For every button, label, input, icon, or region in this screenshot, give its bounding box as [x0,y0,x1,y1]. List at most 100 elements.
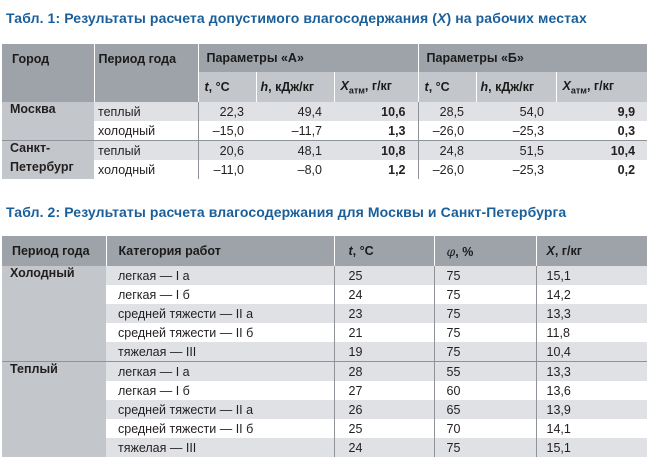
table-row: Петербург холодный –11,0 –8,0 1,2 –26,0 … [2,160,648,179]
t2-x: 15,1 [536,266,647,285]
t1-header-a-h: h, кДж/кг [256,72,335,102]
t2-x: 14,1 [536,419,647,438]
t2-category: тяжелая — III [106,342,335,362]
t2-header-phi: φ, % [434,236,537,266]
t1-a-h: 48,1 [256,140,334,160]
table-row: тяжелая — III 19 75 10,4 [2,342,647,362]
t2-header-period: Период года [2,236,107,266]
t-unit: , °С [208,80,230,94]
x-subscript: атм [570,85,587,96]
t1-b-x: 10,4 [556,140,648,160]
t1-b-h: –25,3 [476,121,557,141]
t1-header-b-t: t, °С [418,72,477,102]
t1-a-x: 1,3 [334,121,419,141]
table2: Период года Категория работ t, °С φ, % X… [2,236,647,457]
t2-header-t: t, °С [334,236,435,266]
t2-x: 11,8 [536,323,647,342]
t1-b-t: 28,5 [418,102,477,121]
t2-header-x: X, г/кг [536,236,647,266]
x-unit: , г/кг [554,244,582,258]
h-symbol: h [480,80,489,94]
t2-x: 13,9 [536,400,647,419]
t2-category: тяжелая — III [106,438,335,457]
x-unit: , г/кг [586,78,615,93]
table1-caption-tail: ) на рабочих местах [446,10,587,26]
t-symbol: t [348,244,353,258]
t2-phi: 75 [434,342,537,362]
t1-a-t: –15,0 [198,121,256,141]
t1-b-t: –26,0 [418,121,477,141]
t1-header-a-t: t, °С [198,72,257,102]
x-unit: , г/кг [364,78,393,93]
x-symbol: X [340,78,349,93]
t2-t: 23 [334,304,435,323]
t2-phi: 75 [434,438,537,457]
t2-category: средней тяжести — II б [106,419,335,438]
t1-city: Санкт- [2,140,94,160]
t2-phi: 55 [434,361,537,381]
t2-phi: 75 [434,304,537,323]
table-row: холодный –15,0 –11,7 1,3 –26,0 –25,3 0,3 [2,121,648,141]
t2-phi: 75 [434,323,537,342]
t1-header-city: Город [2,44,95,102]
t1-header-params-b: Параметры «Б» [418,44,648,72]
table-row: средней тяжести — II а 26 65 13,9 [2,400,647,419]
table2-caption-num: Табл. 2: [6,204,61,220]
table1: Город Период года Параметры «А» Параметр… [2,44,648,179]
t2-t: 26 [334,400,435,419]
t1-a-t: 22,3 [198,102,256,121]
t2-t: 28 [334,361,435,381]
t1-b-x: 0,3 [556,121,648,141]
t1-b-t: 24,8 [418,140,477,160]
t2-phi: 75 [434,266,537,285]
t2-season: Холодный [2,266,106,362]
t1-period: теплый [94,102,199,121]
t-unit: , °С [428,80,450,94]
table-row: Теплый легкая — I а 28 55 13,3 [2,361,647,457]
x-subscript: атм [348,85,365,96]
t2-category: легкая — I б [106,381,335,400]
t2-x: 14,2 [536,285,647,304]
t2-category: средней тяжести — II а [106,400,335,419]
t-symbol: t [424,80,429,94]
table-row: средней тяжести — II б 21 75 11,8 [2,323,647,342]
t2-category: легкая — I а [106,361,335,381]
t1-header-params-a: Параметры «А» [198,44,419,72]
table2-caption: Табл. 2: Результаты расчета влагосодержа… [6,204,566,220]
t2-x: 13,3 [536,304,647,323]
t1-b-x: 0,2 [556,160,648,179]
t2-t: 27 [334,381,435,400]
t2-category: легкая — I а [106,266,335,285]
t1-period: холодный [94,121,199,141]
table-row: средней тяжести — II б 25 70 14,1 [2,419,647,438]
t1-a-x: 1,2 [334,160,419,179]
t1-period: теплый [94,140,199,160]
t1-header-a-x: Xатм, г/кг [334,72,419,102]
t1-city: Москва [2,102,94,141]
table-row: легкая — I б 24 75 14,2 [2,285,647,304]
t1-a-h: 49,4 [256,102,334,121]
t1-header-b-h: h, кДж/кг [476,72,557,102]
t1-a-h: –8,0 [256,160,334,179]
t2-t: 21 [334,323,435,342]
phi-unit: , % [455,244,474,259]
h-unit: , кДж/кг [268,80,315,94]
t2-t: 24 [334,438,435,457]
t2-season: Теплый [2,361,106,457]
t1-a-t: 20,6 [198,140,256,160]
h-unit: , кДж/кг [488,80,535,94]
t2-t: 25 [334,266,435,285]
phi-symbol: φ [446,243,456,259]
table-row: средней тяжести — II а 23 75 13,3 [2,304,647,323]
t2-x: 15,1 [536,438,647,457]
t1-params-a-label: Параметры «А» [206,51,304,65]
x-symbol: X [562,78,571,93]
t2-t: 24 [334,285,435,304]
t1-a-h: –11,7 [256,121,334,141]
t2-category: средней тяжести — II а [106,304,335,323]
t1-b-x: 9,9 [556,102,648,121]
t2-phi: 75 [434,285,537,304]
table1-caption: Табл. 1: Результаты расчета допустимого … [6,10,587,26]
table-row: Холодный легкая — I а 25 75 15,1 [2,266,647,362]
t2-phi: 60 [434,381,537,400]
